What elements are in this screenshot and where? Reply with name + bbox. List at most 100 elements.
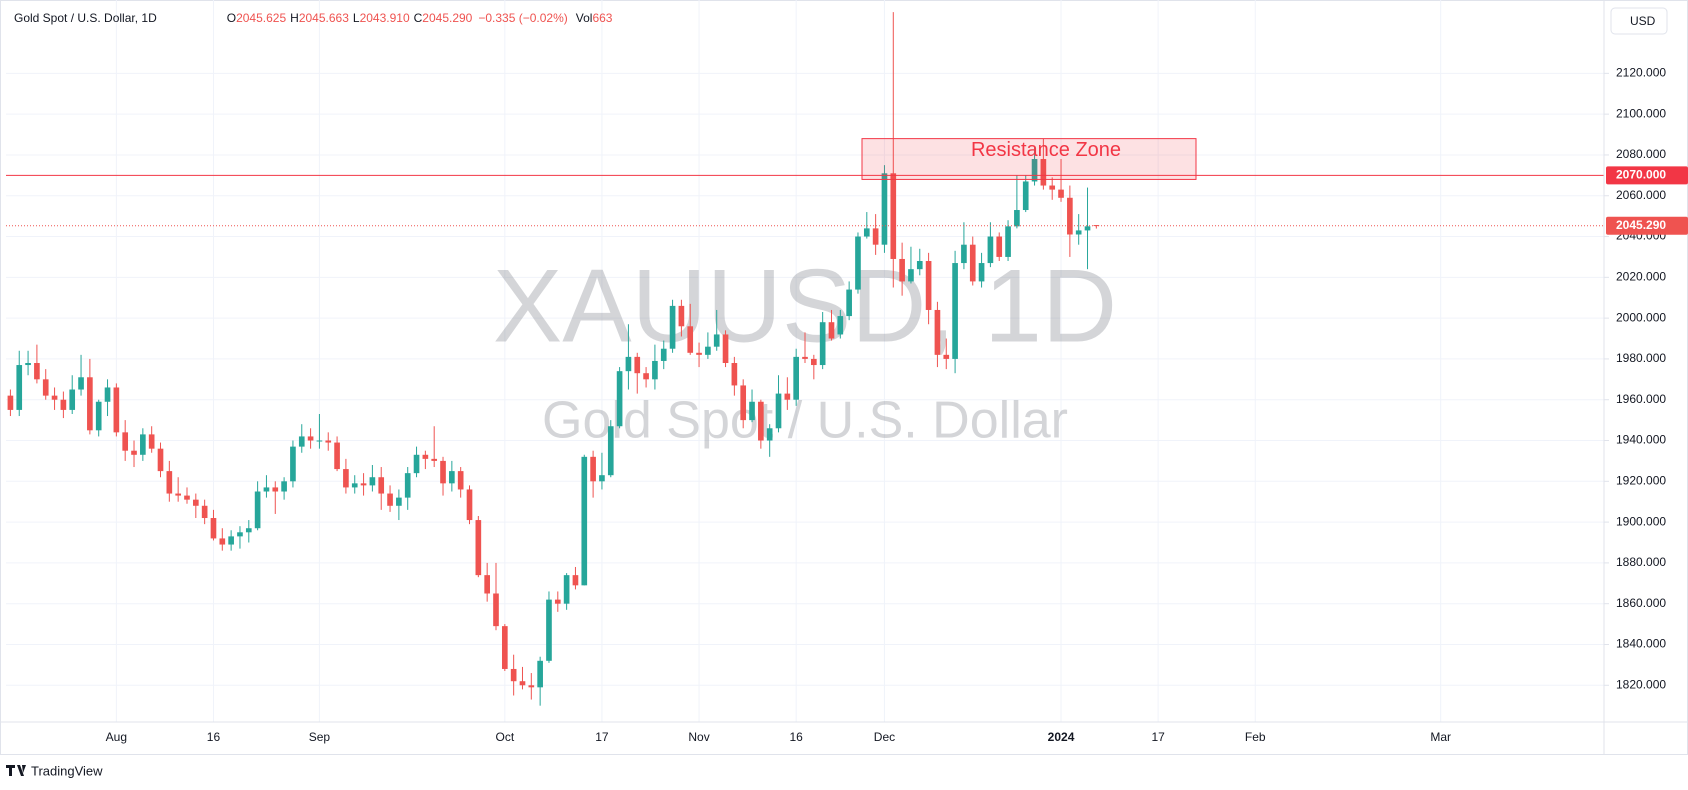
candle-body bbox=[616, 371, 623, 427]
legend-volume-key: Vol bbox=[576, 11, 593, 25]
y-tick-label: 1820.000 bbox=[1616, 677, 1666, 691]
candle-body bbox=[51, 395, 58, 400]
x-tick-label: Oct bbox=[495, 730, 514, 744]
candle-body bbox=[652, 360, 658, 380]
candle-body bbox=[396, 497, 402, 506]
candle-body bbox=[78, 377, 84, 390]
candle-body bbox=[254, 491, 261, 529]
candle-body bbox=[872, 228, 879, 245]
candle-body bbox=[890, 173, 897, 259]
candle-body bbox=[263, 487, 270, 492]
y-tick-label: 1860.000 bbox=[1616, 596, 1666, 610]
y-tick-label: 1940.000 bbox=[1616, 433, 1666, 447]
legend-value: 2045.663 bbox=[299, 11, 349, 25]
candle-body bbox=[1005, 226, 1011, 257]
overlay-layer: Resistance Zone bbox=[6, 138, 1604, 227]
candle-body bbox=[104, 387, 111, 402]
candle-body bbox=[863, 228, 870, 237]
candle-body bbox=[316, 440, 323, 442]
candle-body bbox=[166, 471, 173, 494]
resistance-zone-label: Resistance Zone bbox=[971, 139, 1121, 161]
chart-frame bbox=[0, 0, 1688, 755]
candle-body bbox=[413, 454, 420, 474]
candle-body bbox=[34, 363, 40, 380]
candle-body bbox=[42, 379, 49, 396]
candle-body bbox=[1058, 189, 1064, 198]
x-tick-label: 17 bbox=[1151, 730, 1165, 744]
candle-body bbox=[122, 432, 129, 451]
candle-body bbox=[113, 387, 120, 433]
x-tick-label: 2024 bbox=[1048, 730, 1075, 744]
candle-body bbox=[687, 326, 694, 353]
hline-label: 2070.000 bbox=[1616, 168, 1666, 182]
candle-body bbox=[996, 236, 1003, 257]
candle-body bbox=[95, 401, 102, 431]
candle-body bbox=[493, 593, 499, 627]
candle-body bbox=[722, 334, 729, 363]
candle-body bbox=[643, 373, 649, 380]
y-tick-label: 2000.000 bbox=[1616, 310, 1666, 324]
y-tick-label: 1980.000 bbox=[1616, 351, 1666, 365]
candle-body bbox=[590, 456, 596, 482]
candle-body bbox=[422, 454, 429, 459]
candle-body bbox=[1075, 230, 1082, 235]
legend-key: C bbox=[414, 11, 423, 25]
currency-label[interactable]: USD bbox=[1630, 14, 1656, 28]
y-tick-label: 1840.000 bbox=[1616, 637, 1666, 651]
candle-body bbox=[1031, 159, 1038, 182]
candle-body bbox=[1022, 181, 1029, 211]
candle-body bbox=[537, 660, 543, 688]
candle-body bbox=[325, 440, 332, 443]
candle-body bbox=[219, 538, 226, 545]
y-tick-label: 1960.000 bbox=[1616, 392, 1666, 406]
legend-key: H bbox=[290, 11, 299, 25]
candle-body bbox=[846, 289, 852, 317]
candle-body bbox=[916, 261, 923, 270]
legend-key: O bbox=[227, 11, 236, 25]
candle-body bbox=[378, 477, 385, 494]
y-tick-label: 2020.000 bbox=[1616, 270, 1666, 284]
candle-body bbox=[581, 456, 588, 586]
candle-body bbox=[705, 346, 711, 355]
candle-body bbox=[343, 469, 349, 488]
candle-body bbox=[466, 489, 473, 521]
candle-body bbox=[457, 471, 464, 490]
x-tick-label: Aug bbox=[106, 730, 127, 744]
candle-body bbox=[192, 499, 199, 506]
y-tick-label: 1920.000 bbox=[1616, 473, 1666, 487]
brand-icon bbox=[6, 765, 26, 776]
candle-body bbox=[1084, 226, 1091, 231]
candle-body bbox=[157, 448, 164, 472]
candle-body bbox=[131, 450, 137, 455]
legend-key: L bbox=[353, 11, 360, 25]
candle-body bbox=[793, 356, 799, 400]
candle-body bbox=[201, 505, 208, 519]
legend-symbol: Gold Spot / U.S. Dollar, 1D bbox=[14, 11, 157, 25]
candle-body bbox=[740, 385, 747, 421]
candle-body bbox=[899, 258, 905, 282]
y-tick-label: 2100.000 bbox=[1616, 106, 1666, 120]
candle-body bbox=[943, 354, 950, 359]
candle-body bbox=[696, 352, 702, 355]
candle-body bbox=[281, 481, 287, 492]
candle-body bbox=[572, 575, 579, 586]
candle-body bbox=[554, 599, 561, 604]
candle-body bbox=[510, 668, 517, 682]
candle-body bbox=[484, 575, 490, 594]
candle-body bbox=[184, 495, 190, 500]
currency-button[interactable] bbox=[1610, 7, 1668, 35]
x-tick-label: 17 bbox=[595, 730, 609, 744]
candle-body bbox=[784, 393, 791, 400]
candle-body bbox=[449, 471, 455, 484]
candle-body bbox=[713, 334, 720, 347]
watermark-subtitle: Gold Spot / U.S. Dollar bbox=[542, 392, 1068, 450]
candle-body bbox=[1093, 225, 1100, 227]
candle-body bbox=[766, 428, 773, 441]
candle-body bbox=[475, 520, 482, 576]
candle-body bbox=[501, 626, 508, 669]
candle-body bbox=[25, 363, 31, 366]
candle-body bbox=[369, 477, 376, 486]
candle-body bbox=[7, 395, 14, 410]
legend-value: 2043.910 bbox=[360, 11, 410, 25]
